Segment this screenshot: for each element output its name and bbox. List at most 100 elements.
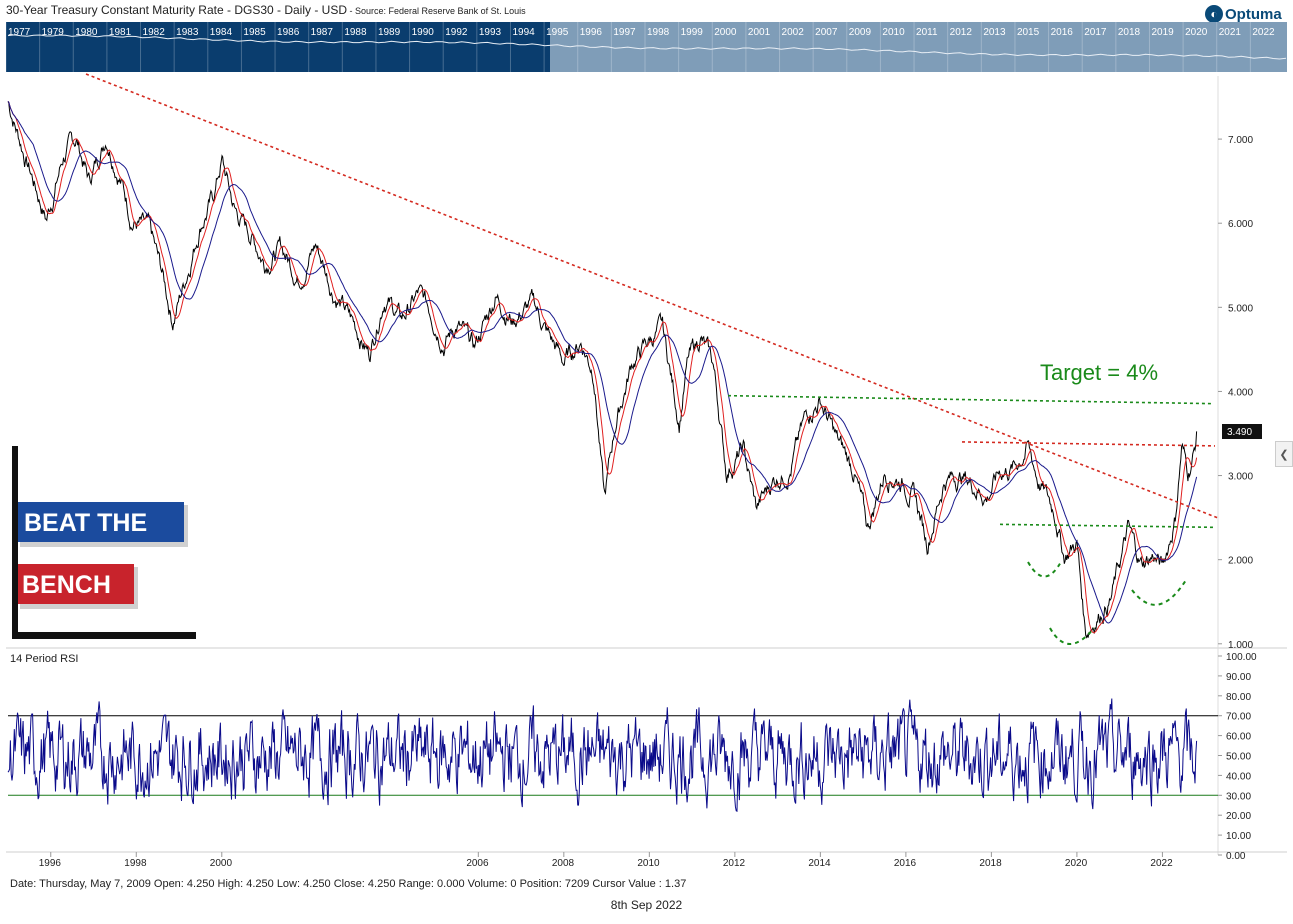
last-value-badge (1222, 424, 1262, 439)
navigator-year-label: 1979 (42, 27, 65, 38)
target-level-line (727, 394, 1213, 405)
chart-source: - Source: Federal Reserve Bank of St. Lo… (347, 6, 526, 16)
x-tick-label: 2020 (1065, 858, 1088, 869)
left-shoulder-arc (1027, 559, 1063, 578)
last-value-label: 3.490 (1227, 427, 1252, 438)
navigator-year-label: 1985 (243, 27, 266, 38)
navigator-year-label: 2018 (1118, 27, 1141, 38)
navigator-year-label: 1987 (311, 27, 334, 38)
navigator-year-label: 2002 (782, 27, 805, 38)
navigator-year-label: 1997 (613, 27, 636, 38)
right-shoulder-arc (1131, 579, 1187, 606)
rsi-y-tick-label: 80.00 (1226, 692, 1251, 703)
navigator-year-label: 1999 (681, 27, 704, 38)
y-tick-label: 1.000 (1228, 640, 1253, 651)
navigator-year-label: 1988 (344, 27, 367, 38)
navigator-mini-line (7, 34, 1287, 60)
watermark-beat-text: BEAT THE (24, 509, 147, 537)
navigator-year-label: 1995 (546, 27, 569, 38)
x-tick-label: 2000 (210, 858, 233, 869)
rsi-series-line (7, 698, 1198, 813)
navigator-year-label: 2016 (1051, 27, 1074, 38)
rsi-y-tick-label: 90.00 (1226, 672, 1251, 683)
y-tick-label: 7.000 (1228, 135, 1253, 146)
navigator-year-label: 1993 (479, 27, 502, 38)
navigator-year-label: 2015 (1017, 27, 1040, 38)
head-arc (1049, 627, 1095, 645)
chart-header: 30-Year Treasury Constant Maturity Rate … (6, 3, 526, 17)
x-tick-label: 2008 (552, 858, 575, 869)
y-tick-label: 3.000 (1228, 472, 1253, 483)
navigator-year-label: 2017 (1084, 27, 1107, 38)
downtrend-line (85, 73, 1219, 519)
navigator-year-label: 2012 (950, 27, 973, 38)
navigator-year-label: 2020 (1185, 27, 1208, 38)
footer-date: 8th Sep 2022 (610, 898, 683, 912)
x-tick-label: 2016 (894, 858, 917, 869)
rsi-y-tick-label: 100.00 (1226, 652, 1257, 663)
optuma-logo-icon: ◐ (1205, 5, 1223, 23)
y-tick-label: 5.000 (1228, 303, 1253, 314)
rsi-y-tick-label: 50.00 (1226, 752, 1251, 763)
navigator-year-label: 1989 (378, 27, 401, 38)
navigator-year-label: 1984 (210, 27, 233, 38)
navigator-year-label: 1996 (580, 27, 603, 38)
optuma-logo-text: Optuma (1225, 5, 1282, 23)
x-tick-label: 2012 (723, 858, 746, 869)
navigator-year-label: 2000 (714, 27, 737, 38)
x-tick-label: 2010 (637, 858, 660, 869)
x-tick-label: 2014 (808, 858, 831, 869)
watermark-vertical-bar (12, 446, 18, 638)
x-tick-label: 1998 (124, 858, 147, 869)
navigator-year-label: 2019 (1151, 27, 1174, 38)
rsi-y-tick-label: 20.00 (1226, 811, 1251, 822)
navigator-active-window (550, 22, 1287, 72)
rsi-title: 14 Period RSI (10, 653, 78, 665)
navigator-year-label: 1981 (109, 27, 132, 38)
rsi-y-tick-label: 70.00 (1226, 712, 1251, 723)
resistance-line (961, 441, 1216, 447)
chart-title: 30-Year Treasury Constant Maturity Rate … (6, 3, 348, 17)
watermark-bench-box (18, 564, 134, 604)
navigator-year-label: 2010 (882, 27, 905, 38)
rsi-y-tick-label: 0.00 (1226, 851, 1246, 862)
navigator-year-label: 1994 (512, 27, 535, 38)
navigator-year-label: 1986 (277, 27, 300, 38)
status-bar: Date: Thursday, May 7, 2009 Open: 4.250 … (10, 878, 687, 890)
x-tick-label: 2018 (979, 858, 1002, 869)
navigator-year-label: 2011 (916, 27, 938, 38)
x-tick-label: 2022 (1150, 858, 1173, 869)
watermark-bench-text: BENCH (22, 571, 111, 599)
navigator-year-label: 1983 (176, 27, 199, 38)
slow-moving-average-line (7, 101, 1198, 624)
rsi-y-tick-label: 30.00 (1226, 791, 1251, 802)
price-series-line (7, 101, 1198, 639)
rsi-y-tick-label: 60.00 (1226, 732, 1251, 743)
navigator-year-label: 1990 (412, 27, 435, 38)
navigator-year-label: 1982 (143, 27, 166, 38)
navigator-year-label: 1998 (647, 27, 670, 38)
navigator-year-label: 1977 (8, 27, 31, 38)
watermark-beat-box (18, 502, 184, 542)
breakout-line (999, 523, 1216, 529)
rsi-y-tick-label: 10.00 (1226, 831, 1251, 842)
watermark-horizontal-bar (12, 632, 196, 639)
navigator-year-label: 2009 (849, 27, 872, 38)
navigator-year-label: 2022 (1252, 27, 1275, 38)
navigator-year-label: 1980 (75, 27, 98, 38)
rsi-y-tick-label: 40.00 (1226, 771, 1251, 782)
navigator-year-label: 2007 (815, 27, 838, 38)
collapse-panel-button[interactable]: ❮ (1275, 441, 1293, 467)
navigator-year-label: 2013 (983, 27, 1006, 38)
navigator-year-label: 2001 (748, 27, 771, 38)
navigator-year-label: 1992 (445, 27, 468, 38)
navigator-year-label: 2021 (1219, 27, 1242, 38)
navigator-history-window (6, 22, 550, 72)
y-tick-label: 4.000 (1228, 387, 1253, 398)
x-tick-label: 2006 (466, 858, 489, 869)
chevron-left-icon: ❮ (1279, 448, 1289, 461)
y-tick-label: 2.000 (1228, 556, 1253, 567)
fast-moving-average-line (7, 101, 1198, 634)
optuma-logo: ◐ Optuma (1205, 3, 1282, 25)
